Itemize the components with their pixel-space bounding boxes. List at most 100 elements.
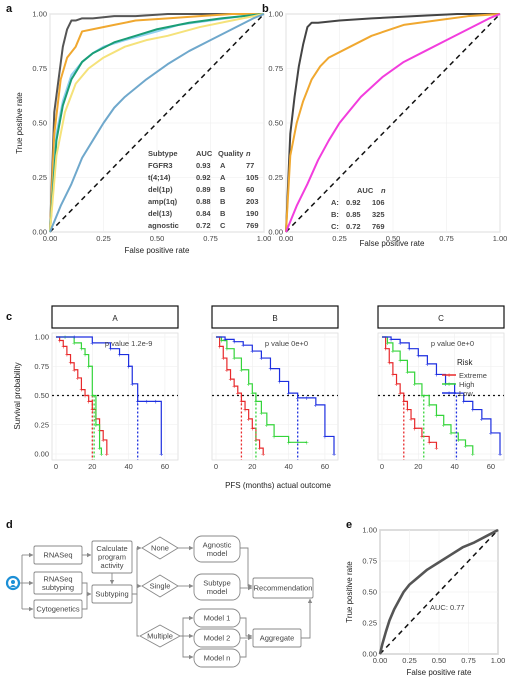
- censor-mark: +: [442, 422, 446, 429]
- survival-curve-high: [216, 336, 307, 443]
- censor-mark: +: [72, 335, 76, 342]
- table-auc: 0.84: [196, 209, 211, 218]
- arrow-to-multiple: [136, 594, 139, 637]
- roc-curve-b-: [285, 13, 501, 233]
- roc-curve-del-13-: [49, 13, 265, 233]
- panel-label-a: a: [6, 3, 13, 15]
- x-tick-label: 0: [214, 462, 218, 471]
- censor-mark: +: [247, 381, 251, 388]
- censor-mark: +: [449, 430, 453, 437]
- censor-mark: +: [94, 422, 98, 429]
- censor-mark: +: [314, 402, 318, 409]
- table-header-2: Quality: [218, 149, 244, 158]
- x-axis-label: PFS (months) actual outcome: [225, 481, 331, 490]
- diagonal-reference-line: [285, 13, 501, 233]
- survival-curve-extreme: [56, 336, 108, 454]
- table-quality: C: [220, 221, 226, 230]
- arrow-multi-mn: [182, 636, 194, 660]
- censor-mark: +: [323, 434, 327, 441]
- x-tick-label: 0.75: [203, 234, 218, 243]
- table-auc: 0.89: [196, 185, 211, 194]
- censor-mark: +: [389, 337, 393, 344]
- censor-mark: +: [76, 375, 80, 382]
- node-model-n: [193, 648, 241, 668]
- censor-mark: +: [98, 446, 102, 453]
- table-n: 203: [246, 197, 259, 206]
- node-rnaseq-subtyping-label: RNASeq: [43, 574, 72, 583]
- y-axis-label: True positive rate: [15, 92, 24, 154]
- censor-mark: +: [413, 381, 417, 388]
- censor-mark: +: [402, 399, 406, 406]
- censor-mark: +: [154, 399, 158, 406]
- panel-e-group: 0.000.00 0.25 0.25 0.50 0.50 0.75 0.75 1.00 1.00…: [345, 526, 505, 678]
- censor-mark: +: [489, 430, 493, 437]
- roc-curve-t-4-14-: [49, 13, 264, 233]
- table-auc: 0.93: [196, 161, 211, 170]
- table-auc: 0.85: [346, 210, 361, 219]
- table-subtype: del(13): [148, 209, 173, 218]
- y-tick-label: 0.25: [362, 619, 377, 628]
- censor-mark: +: [387, 360, 391, 367]
- censor-mark: +: [259, 356, 263, 363]
- facet-title: A: [112, 314, 118, 323]
- y-tick-label: 0.75: [362, 557, 377, 566]
- x-tick-label: 40: [124, 462, 132, 471]
- table-n: 105: [246, 173, 259, 182]
- arrow-multi-m1: [180, 615, 194, 637]
- censor-mark: +: [434, 372, 438, 379]
- censor-mark: +: [277, 379, 281, 386]
- table-subtype: t(4;14): [148, 173, 171, 182]
- table-n: 769: [246, 221, 259, 230]
- censor-mark: +: [409, 416, 413, 423]
- table-header-auc: AUC: [357, 186, 374, 195]
- censor-mark: +: [405, 370, 409, 377]
- arrow-to-none: [132, 545, 142, 595]
- y-tick-label: 1.00: [34, 333, 49, 342]
- y-tick-label: 0.00: [32, 228, 47, 237]
- y-tick-label: 0.25: [34, 420, 49, 429]
- censor-mark: +: [250, 391, 254, 398]
- x-tick-label: 0.50: [386, 234, 401, 243]
- panel-b-group: 0.000.00 0.25 0.25 0.50 0.50 0.75 0.75 1.00 1.00…: [268, 10, 507, 244]
- table-n: 106: [372, 198, 385, 207]
- y-tick-label: 0.75: [34, 362, 49, 371]
- arrow-agnostic-rec: [240, 547, 253, 589]
- table-auc: 0.88: [196, 197, 211, 206]
- table-auc: 0.92: [346, 198, 361, 207]
- censor-mark: +: [127, 364, 131, 371]
- censor-mark: +: [394, 381, 398, 388]
- y-tick-label: 0.00: [362, 650, 377, 659]
- censor-mark: +: [420, 434, 424, 441]
- censor-mark: +: [385, 340, 389, 347]
- x-axis-label-shared: False positive rate: [360, 239, 425, 248]
- censor-mark: +: [384, 346, 388, 353]
- censor-mark: +: [420, 393, 424, 400]
- y-tick-label: 0.75: [32, 64, 47, 73]
- roc-curve-fgfr3: [49, 13, 264, 233]
- roc-curve-series: [378, 528, 499, 655]
- censor-mark: +: [72, 340, 76, 347]
- censor-mark: +: [159, 452, 163, 459]
- censor-mark: +: [462, 399, 466, 406]
- censor-mark: +: [99, 452, 103, 459]
- censor-mark: +: [90, 340, 94, 347]
- panel-label-e: e: [346, 519, 352, 531]
- censor-mark: +: [391, 349, 395, 356]
- censor-mark: +: [443, 381, 447, 388]
- y-tick-label: 0.50: [34, 391, 49, 400]
- y-tick-label: 1.00: [32, 10, 47, 19]
- facet-strip: [211, 305, 339, 329]
- censor-mark: +: [65, 352, 69, 359]
- x-tick-label: 1.00: [257, 234, 272, 243]
- x-tick-label: 0: [380, 462, 384, 471]
- table-subtype: FGFR3: [148, 161, 173, 170]
- censor-mark: +: [228, 377, 232, 384]
- censor-mark: +: [236, 391, 240, 398]
- censor-mark: +: [268, 366, 272, 373]
- censor-mark: +: [416, 353, 420, 360]
- legend-label: High: [459, 380, 474, 389]
- censor-mark: +: [480, 416, 484, 423]
- censor-mark: +: [72, 367, 76, 374]
- censor-mark: +: [305, 440, 309, 447]
